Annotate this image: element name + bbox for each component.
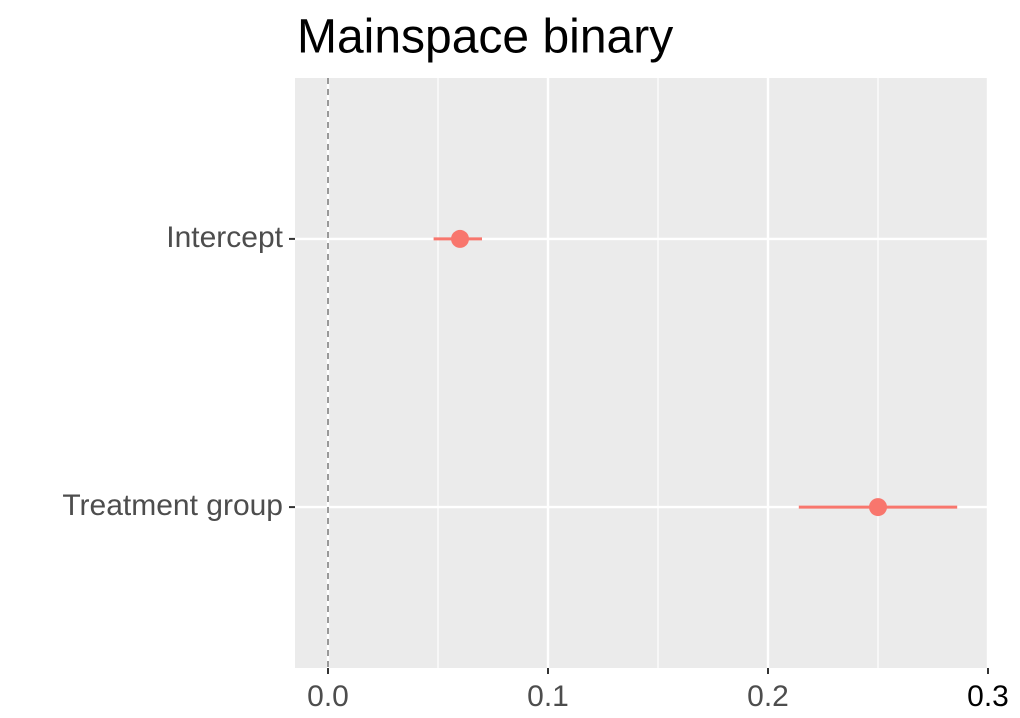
plot-panel [295, 78, 988, 668]
x-tick-label: 0.3 [967, 680, 1009, 713]
x-tick-label: 0.2 [747, 680, 789, 713]
y-tick-label: Treatment group [62, 489, 283, 522]
x-tick-label: 0.1 [527, 680, 569, 713]
y-tick-label: Intercept [166, 221, 283, 254]
x-tick-label: 0.0 [307, 680, 349, 713]
estimate-point [451, 229, 469, 248]
estimate-point [869, 498, 887, 517]
chart-title: Mainspace binary [297, 11, 673, 64]
